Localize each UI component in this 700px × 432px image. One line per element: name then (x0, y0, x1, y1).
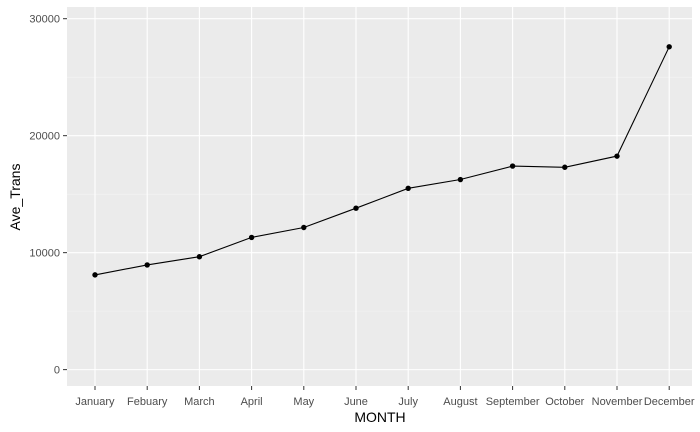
data-point (457, 176, 464, 183)
series-line (94, 46, 670, 276)
data-point (92, 272, 98, 278)
data-point (405, 185, 411, 192)
data-point (248, 234, 255, 241)
x-tick-label: June (344, 396, 368, 408)
data-point (562, 164, 568, 170)
y-tick-label: 0 (54, 365, 60, 377)
x-tick-label: March (184, 396, 215, 408)
x-tick-label: October (545, 396, 584, 408)
x-tick-label: August (443, 396, 477, 408)
y-tick-label: 30000 (29, 14, 60, 26)
x-axis: January Febuary March April May June July Augus… (75, 386, 695, 408)
data-point (614, 153, 620, 159)
x-tick-label: December (644, 396, 695, 408)
y-axis-title: Ave_Trans (7, 164, 23, 231)
x-tick-label: May (293, 396, 314, 408)
x-tick-label: November (592, 396, 643, 408)
x-tick-label: September (486, 396, 540, 408)
data-points (92, 44, 672, 278)
y-tick-label: 20000 (29, 131, 60, 143)
minor-gridlines (67, 76, 692, 312)
data-point (301, 224, 307, 231)
x-tick-label: Febuary (127, 396, 168, 408)
data-point (509, 163, 516, 169)
data-point (666, 44, 672, 50)
x-tick-label: January (75, 396, 115, 408)
x-tick-label: April (241, 396, 263, 408)
data-point (353, 205, 359, 211)
major-gridlines (67, 7, 692, 386)
plot-panel (67, 7, 692, 386)
x-tick-label: July (398, 396, 418, 408)
y-axis: 0 10000 20000 30000 (29, 14, 67, 377)
x-axis-title: MONTH (354, 409, 405, 425)
data-point (144, 262, 150, 268)
data-point (196, 254, 203, 260)
y-tick-label: 10000 (29, 248, 60, 260)
